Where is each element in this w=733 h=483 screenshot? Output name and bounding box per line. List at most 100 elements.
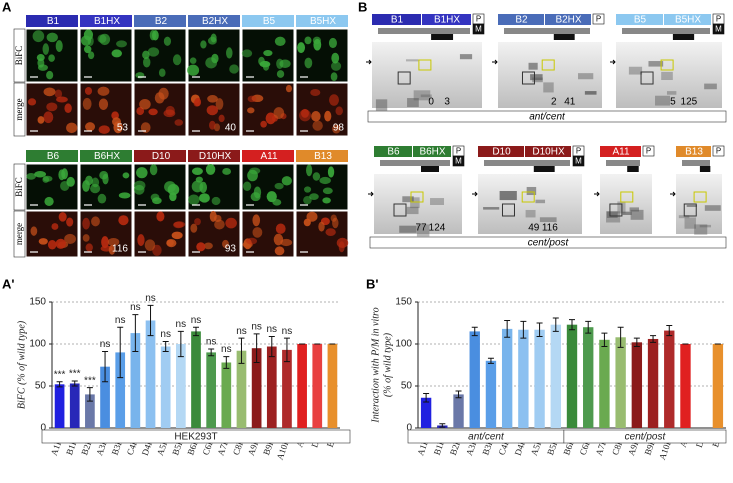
- cell: [42, 43, 50, 55]
- blot-header: [422, 14, 471, 25]
- cell: [98, 98, 109, 110]
- bar: [251, 348, 262, 428]
- box: [501, 203, 515, 217]
- cell: [330, 72, 338, 82]
- cell: [27, 98, 37, 106]
- image-header: [188, 150, 240, 162]
- x-axis-label: HEK293T: [174, 432, 217, 443]
- error-bar: [471, 326, 478, 337]
- cell: [85, 175, 93, 186]
- blot-header-label: A11: [612, 147, 629, 158]
- cell: [218, 114, 225, 123]
- cell: [318, 221, 325, 232]
- blot-number: 124: [429, 223, 446, 234]
- cell: [47, 240, 57, 250]
- blot-number: 125: [681, 97, 698, 108]
- cell: [163, 36, 172, 46]
- image-number: 98: [333, 123, 345, 134]
- band: [686, 204, 697, 207]
- cell: [66, 176, 75, 187]
- band: [666, 91, 677, 95]
- bar: [312, 344, 323, 428]
- band: [413, 90, 431, 101]
- panel-label: A: [2, 0, 12, 14]
- significance: ns: [145, 293, 156, 304]
- band: [704, 205, 721, 211]
- blot: [676, 174, 722, 234]
- blot-header: [545, 14, 591, 25]
- band: [704, 83, 717, 90]
- error-bar: [520, 320, 527, 339]
- cell: [46, 32, 58, 43]
- band: [410, 197, 420, 209]
- cell: [122, 172, 130, 179]
- cell: [322, 197, 331, 204]
- image-number: 40: [225, 123, 237, 134]
- significance: ns: [130, 302, 141, 313]
- band: [678, 215, 690, 219]
- cell: [332, 124, 341, 134]
- blot-header-label: B13: [685, 147, 703, 158]
- lane-bar: [672, 34, 695, 40]
- bar: [664, 330, 675, 428]
- row-label: BiFC: [14, 46, 24, 66]
- band: [622, 211, 632, 215]
- row-label-box: [13, 210, 26, 258]
- band: [430, 198, 445, 205]
- cell: [273, 107, 285, 119]
- cell: [46, 102, 58, 112]
- cell: [82, 97, 92, 110]
- image-header-label: B2HX: [202, 16, 228, 27]
- error-bar: [283, 337, 290, 363]
- row-label: BiFC: [14, 177, 24, 197]
- cell: [213, 214, 222, 222]
- panel-label: A': [2, 276, 14, 291]
- cell: [111, 49, 122, 58]
- band: [402, 196, 414, 203]
- error-bar: [162, 340, 169, 353]
- cell: [331, 52, 340, 64]
- box: [397, 71, 411, 85]
- cell: [87, 51, 95, 60]
- significance: ns: [176, 319, 187, 330]
- cell: [200, 40, 207, 49]
- error-bar: [666, 325, 673, 337]
- lane-bar: [622, 28, 710, 34]
- blot-header-label: B6: [387, 147, 400, 158]
- cell: [43, 111, 54, 124]
- lane-bar: [627, 166, 639, 172]
- cell: [107, 237, 120, 247]
- cell: [246, 237, 258, 245]
- cell: [247, 95, 257, 103]
- y-axis-label: BiFC (% of wild type): [16, 320, 27, 409]
- cell: [42, 175, 53, 182]
- cell: [229, 64, 239, 74]
- tag: M: [475, 25, 482, 34]
- arrow: [610, 59, 616, 65]
- image-header: [26, 150, 78, 162]
- image-header-label: A11: [260, 151, 277, 162]
- cell: [199, 193, 210, 203]
- box: [620, 191, 634, 203]
- blot: [498, 42, 602, 108]
- cell: [338, 241, 345, 253]
- band: [535, 199, 546, 204]
- cell: [118, 215, 129, 226]
- cell: [149, 164, 158, 176]
- box: [640, 71, 654, 85]
- tag-box: [472, 23, 485, 35]
- cell: [32, 30, 45, 43]
- cell: [328, 37, 337, 49]
- cell: [322, 187, 333, 195]
- band: [526, 186, 537, 196]
- blot: [616, 42, 722, 108]
- cell: [136, 107, 145, 116]
- blot-header: [664, 14, 711, 25]
- cell: [190, 223, 198, 233]
- band: [459, 54, 473, 60]
- cell: [55, 238, 66, 249]
- cell: [84, 45, 92, 54]
- cell: [191, 167, 203, 176]
- error-bar: [117, 326, 124, 379]
